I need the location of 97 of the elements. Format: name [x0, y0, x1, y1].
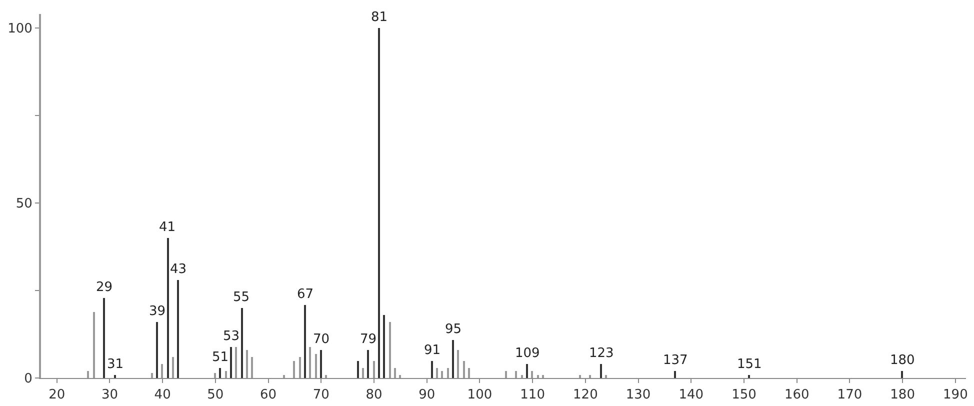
- bar: [325, 375, 327, 378]
- bar: [748, 375, 750, 378]
- y-tick-label: 50: [16, 196, 32, 212]
- bar: [230, 347, 232, 378]
- bar: [246, 350, 248, 378]
- bar: [542, 375, 544, 378]
- bar: [537, 375, 539, 378]
- bar: [304, 305, 306, 378]
- annotation: 70: [313, 332, 330, 347]
- bar: [283, 375, 285, 378]
- annotation: 109: [515, 346, 540, 361]
- x-tick-label: 160: [784, 388, 810, 403]
- y-tick-label: 100: [8, 22, 32, 37]
- x-tick-label: 60: [260, 388, 277, 403]
- bar: [177, 280, 179, 378]
- bar: [293, 361, 295, 378]
- bar: [383, 315, 385, 378]
- annotation: 95: [445, 322, 462, 337]
- annotation: 43: [170, 262, 187, 277]
- bar: [441, 371, 443, 378]
- bar: [315, 354, 317, 378]
- bar: [463, 361, 465, 378]
- bar: [531, 371, 533, 378]
- annotation: 41: [159, 220, 176, 235]
- x-tick-label: 30: [101, 388, 118, 403]
- bar: [235, 347, 237, 378]
- annotation: 91: [424, 343, 441, 358]
- annotation: 67: [297, 287, 314, 302]
- bar: [114, 375, 116, 378]
- bar: [457, 350, 459, 378]
- x-tick-label: 170: [837, 388, 862, 403]
- bar: [362, 368, 364, 378]
- annotation: 137: [663, 353, 688, 368]
- bar: [394, 368, 396, 378]
- bar: [219, 368, 221, 378]
- bar: [214, 373, 216, 378]
- x-tick-label: 40: [154, 388, 171, 403]
- bar: [399, 375, 401, 378]
- bar: [373, 361, 375, 378]
- x-tick-label: 50: [207, 388, 224, 403]
- x-tick-label: 190: [943, 388, 968, 403]
- x-tick-label: 150: [732, 388, 756, 403]
- annotation: 81: [371, 10, 388, 25]
- x-tick-label: 130: [626, 388, 651, 403]
- annotation: 39: [149, 304, 166, 319]
- bar: [605, 375, 607, 378]
- bar: [357, 361, 359, 378]
- bar: [87, 371, 89, 378]
- x-tick-label: 180: [890, 388, 915, 403]
- bar: [901, 371, 903, 378]
- bar: [452, 340, 454, 378]
- x-tick-label: 80: [366, 388, 382, 403]
- bar: [447, 368, 449, 378]
- bar: [167, 238, 169, 378]
- annotation: 31: [107, 357, 124, 372]
- bar: [515, 371, 517, 378]
- bar: [299, 357, 301, 378]
- annotation: 79: [360, 332, 377, 347]
- x-tick-label: 70: [312, 388, 330, 403]
- bar: [151, 373, 153, 378]
- bar: [526, 364, 528, 378]
- x-tick-label: 140: [678, 388, 704, 403]
- bar: [505, 371, 507, 378]
- bar: [674, 371, 676, 378]
- bar: [431, 361, 433, 378]
- annotation: 151: [737, 357, 762, 372]
- bar: [251, 357, 253, 378]
- bar: [389, 322, 391, 378]
- bar: [225, 371, 227, 378]
- x-tick-label: 20: [48, 388, 66, 403]
- bar: [103, 298, 105, 378]
- bar: [241, 308, 243, 378]
- annotation: 55: [233, 290, 250, 305]
- annotation: 123: [589, 346, 614, 361]
- bar: [579, 375, 581, 378]
- bar: [309, 347, 311, 378]
- annotation: 29: [96, 280, 113, 295]
- bar: [378, 28, 380, 378]
- bar: [320, 350, 322, 378]
- bar: [156, 322, 158, 378]
- annotation: 53: [223, 329, 240, 344]
- annotation: 51: [212, 350, 229, 365]
- bar: [161, 364, 163, 378]
- y-tick-label: 0: [24, 372, 32, 387]
- bar: [93, 312, 95, 378]
- bar: [367, 350, 369, 378]
- bar: [589, 375, 591, 378]
- x-tick-label: 100: [467, 388, 492, 403]
- bar: [600, 364, 602, 378]
- bar: [468, 368, 470, 378]
- bar: [521, 375, 523, 378]
- bar: [436, 368, 438, 378]
- bar: [172, 357, 174, 378]
- annotation: 180: [890, 353, 915, 368]
- x-tick-label: 120: [573, 388, 598, 403]
- x-tick-label: 90: [418, 388, 436, 403]
- x-tick-label: 110: [520, 388, 545, 403]
